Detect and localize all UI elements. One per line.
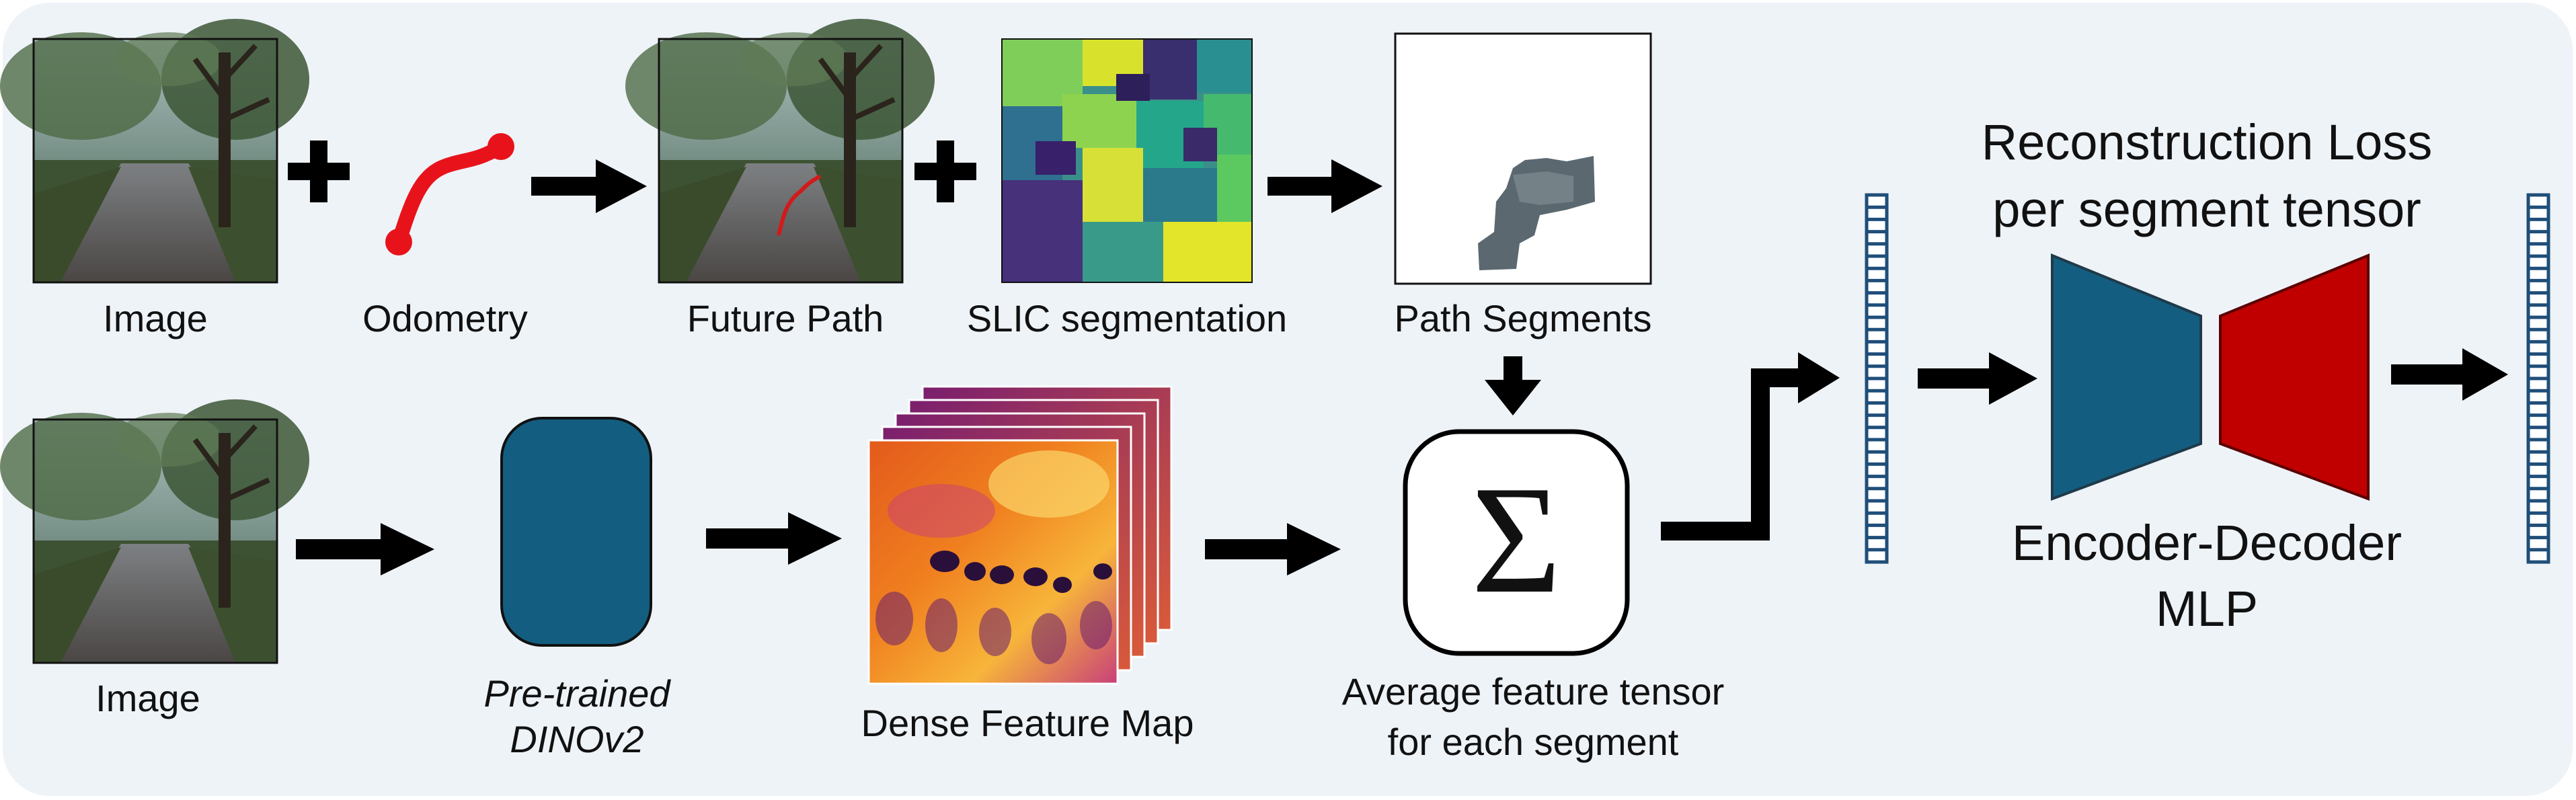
- arrow-right-icon: [531, 159, 647, 213]
- input-tensor-bar: [1865, 193, 1889, 564]
- path-segments-label: Path Segments: [1394, 297, 1652, 339]
- sum-operator-block: [1403, 429, 1630, 656]
- arrow-down-icon: [1485, 356, 1541, 415]
- sum-symbol: Σ: [1471, 454, 1561, 625]
- average-feature-label-line1: Average feature tensor: [1341, 670, 1725, 713]
- arrow-right-icon: [2391, 348, 2508, 401]
- arrow-right-icon: [706, 512, 842, 565]
- future-path-label: Future Path: [687, 297, 884, 339]
- bottom-image-label: Image: [95, 677, 200, 719]
- odometry-label: Odometry: [362, 297, 528, 339]
- arrow-right-icon: [1205, 523, 1341, 575]
- top-image-label: Image: [103, 297, 208, 339]
- decoder-block: [2219, 253, 2370, 501]
- reconstruction-loss-label-line1: Reconstruction Loss: [1981, 114, 2433, 170]
- mlp-label-line1: Encoder-Decoder: [2012, 515, 2402, 571]
- future-path-line: [777, 174, 822, 236]
- input-image-top: [0, 19, 309, 282]
- plus-icon: [914, 141, 976, 202]
- dinov2-label-line2: DINOv2: [510, 718, 644, 760]
- mlp-label-line2: MLP: [2155, 581, 2259, 637]
- arrow-right-icon: [1267, 159, 1382, 213]
- dense-feature-map-label: Dense Feature Map: [861, 702, 1194, 744]
- odometry-trajectory-icon: [385, 133, 514, 255]
- input-image-bottom: [0, 399, 309, 663]
- plus-icon: [288, 141, 350, 202]
- slic-segmentation-image: [1001, 38, 1253, 283]
- arrow-right-icon: [296, 523, 434, 575]
- dinov2-label-line1: Pre-trained: [483, 672, 670, 715]
- future-path-image: [625, 19, 935, 282]
- path-segments-image: [1394, 32, 1652, 285]
- dinov2-model-block: [500, 417, 652, 647]
- slic-segmentation-label: SLIC segmentation: [966, 297, 1288, 339]
- reconstruction-loss-label-line2: per segment tensor: [1992, 182, 2421, 237]
- output-tensor-bar: [2526, 193, 2550, 564]
- encoder-block: [2051, 253, 2202, 501]
- average-feature-label-line2: for each segment: [1387, 721, 1679, 763]
- arrow-right-icon: [1918, 352, 2037, 405]
- dense-feature-map-stack: [867, 385, 1173, 685]
- elbow-arrow-icon: [1661, 352, 1840, 541]
